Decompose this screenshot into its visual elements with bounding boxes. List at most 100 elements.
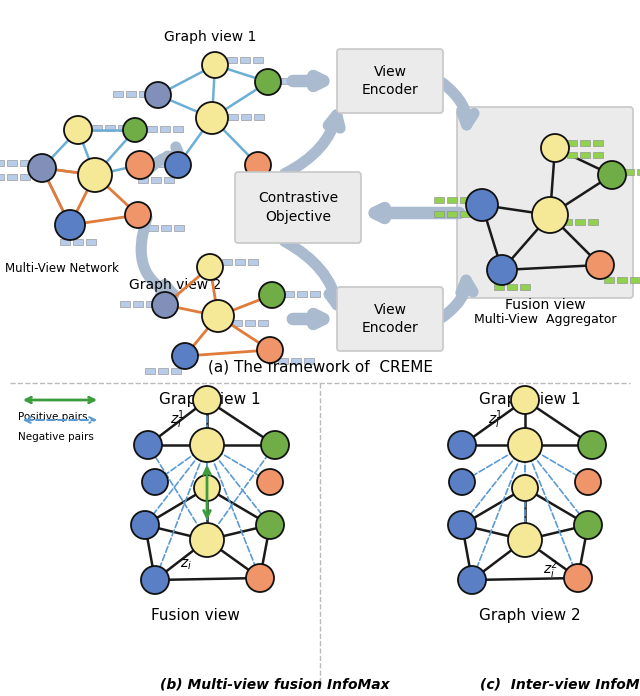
- Bar: [588, 219, 598, 225]
- Circle shape: [193, 386, 221, 414]
- FancyBboxPatch shape: [337, 49, 443, 113]
- Circle shape: [165, 152, 191, 178]
- Bar: [73, 239, 83, 245]
- Bar: [281, 173, 291, 179]
- Bar: [7, 160, 17, 166]
- Bar: [494, 284, 504, 290]
- Circle shape: [448, 431, 476, 459]
- Bar: [92, 125, 102, 131]
- Circle shape: [508, 428, 542, 462]
- Text: $z_i$: $z_i$: [180, 558, 192, 572]
- Bar: [434, 211, 444, 217]
- Bar: [617, 277, 627, 283]
- Circle shape: [246, 564, 274, 592]
- Bar: [164, 177, 174, 183]
- Circle shape: [487, 255, 517, 285]
- Bar: [118, 125, 128, 131]
- Bar: [280, 78, 290, 84]
- Bar: [293, 78, 303, 84]
- Bar: [460, 211, 470, 217]
- Circle shape: [256, 511, 284, 539]
- Bar: [228, 114, 238, 120]
- Bar: [253, 57, 263, 63]
- FancyBboxPatch shape: [337, 287, 443, 351]
- Circle shape: [123, 118, 147, 142]
- Bar: [161, 225, 171, 231]
- Bar: [138, 177, 148, 183]
- Bar: [310, 291, 320, 297]
- Circle shape: [145, 82, 171, 108]
- Text: Negative pairs: Negative pairs: [18, 432, 94, 442]
- Circle shape: [578, 431, 606, 459]
- Bar: [580, 140, 590, 146]
- Circle shape: [575, 469, 601, 495]
- Bar: [284, 291, 294, 297]
- Bar: [174, 225, 184, 231]
- Bar: [630, 277, 640, 283]
- Text: Fusion view: Fusion view: [505, 298, 586, 312]
- Text: Graph view 1: Graph view 1: [164, 30, 256, 44]
- FancyBboxPatch shape: [457, 107, 633, 298]
- Circle shape: [259, 282, 285, 308]
- Circle shape: [202, 52, 228, 78]
- Bar: [304, 358, 314, 364]
- Circle shape: [564, 564, 592, 592]
- Bar: [160, 126, 170, 132]
- Text: Multi-View  Aggregator: Multi-View Aggregator: [474, 313, 616, 326]
- Bar: [235, 259, 245, 265]
- Text: (c)  Inter-view InfoMin: (c) Inter-view InfoMin: [480, 678, 640, 692]
- Circle shape: [202, 300, 234, 332]
- Bar: [113, 91, 123, 97]
- Bar: [20, 160, 30, 166]
- Bar: [158, 368, 168, 374]
- Circle shape: [598, 161, 626, 189]
- Circle shape: [508, 523, 542, 557]
- Bar: [126, 91, 136, 97]
- Text: Fusion view: Fusion view: [150, 608, 239, 623]
- Text: (b) Multi-view fusion InfoMax: (b) Multi-view fusion InfoMax: [160, 678, 390, 692]
- Bar: [240, 57, 250, 63]
- Bar: [447, 197, 457, 203]
- Circle shape: [142, 469, 168, 495]
- Text: Contrastive
Objective: Contrastive Objective: [258, 191, 338, 223]
- Bar: [520, 284, 530, 290]
- Bar: [147, 126, 157, 132]
- Circle shape: [512, 475, 538, 501]
- Bar: [258, 320, 268, 326]
- Bar: [154, 161, 164, 167]
- Bar: [567, 140, 577, 146]
- Circle shape: [448, 511, 476, 539]
- Circle shape: [257, 469, 283, 495]
- Text: Positive pairs: Positive pairs: [18, 412, 88, 422]
- Text: (a) The framework of  CREME: (a) The framework of CREME: [207, 360, 433, 375]
- Text: Multi-View Network: Multi-View Network: [5, 262, 119, 275]
- Bar: [20, 174, 30, 180]
- Bar: [105, 125, 115, 131]
- Bar: [222, 259, 232, 265]
- Bar: [139, 91, 149, 97]
- Bar: [434, 197, 444, 203]
- Bar: [60, 239, 70, 245]
- Bar: [0, 160, 4, 166]
- Bar: [248, 259, 258, 265]
- Bar: [227, 57, 237, 63]
- Circle shape: [586, 251, 614, 279]
- Circle shape: [131, 511, 159, 539]
- Bar: [180, 161, 190, 167]
- Bar: [245, 320, 255, 326]
- Circle shape: [466, 189, 498, 221]
- Circle shape: [55, 210, 85, 240]
- Circle shape: [511, 386, 539, 414]
- Bar: [148, 225, 158, 231]
- Bar: [278, 358, 288, 364]
- Bar: [575, 219, 585, 225]
- Circle shape: [196, 102, 228, 134]
- Circle shape: [257, 337, 283, 363]
- Circle shape: [172, 343, 198, 369]
- Bar: [268, 173, 278, 179]
- Bar: [232, 320, 242, 326]
- Text: Graph view 1: Graph view 1: [479, 392, 581, 407]
- Circle shape: [245, 152, 271, 178]
- Bar: [173, 126, 183, 132]
- Bar: [254, 114, 264, 120]
